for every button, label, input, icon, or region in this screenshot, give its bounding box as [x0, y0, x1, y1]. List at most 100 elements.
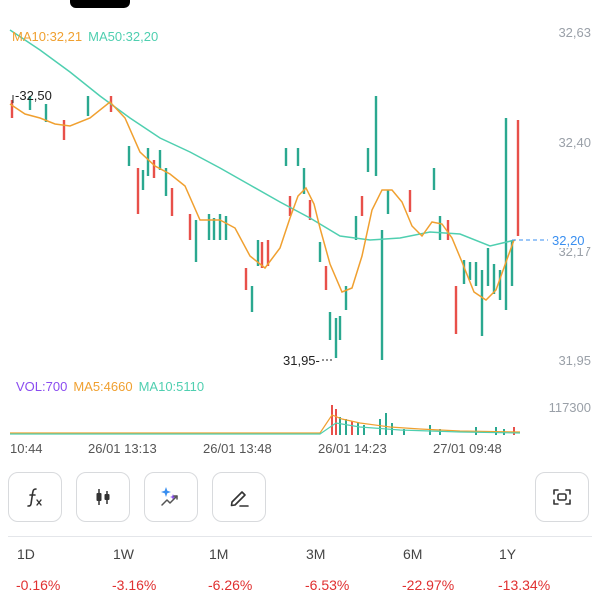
- candle: [408, 190, 412, 212]
- candle: [288, 196, 292, 216]
- time-axis-label: 26/01 13:48: [203, 441, 272, 456]
- volume-bar: [363, 425, 365, 435]
- volume-value: VOL:700: [16, 379, 68, 394]
- fullscreen-button[interactable]: [535, 472, 589, 522]
- candle: [480, 270, 484, 336]
- time-axis-label: 26/01 13:13: [88, 441, 157, 456]
- candle: [284, 148, 288, 166]
- period-change: -3.16%: [112, 577, 157, 593]
- candle: [141, 170, 145, 190]
- candle: [10, 100, 14, 118]
- chart-type-button[interactable]: [76, 472, 130, 522]
- price-chart[interactable]: [0, 0, 600, 380]
- period-change: -6.26%: [208, 577, 253, 593]
- candles-layer: [10, 96, 520, 360]
- volume-bar: [385, 413, 387, 435]
- candle: [438, 216, 442, 240]
- candle: [510, 240, 514, 286]
- candle: [170, 188, 174, 216]
- candle: [338, 316, 342, 340]
- draw-pen-icon: [230, 491, 249, 507]
- candle: [432, 168, 436, 190]
- candle: [86, 96, 90, 116]
- volume-bar: [331, 405, 333, 435]
- candle: [462, 260, 466, 284]
- volume-bar: [339, 417, 341, 435]
- time-axis-label: 10:44: [10, 441, 43, 456]
- low-marker: 31,95-: [283, 353, 320, 368]
- high-marker: -32,50: [15, 88, 52, 103]
- volume-chart[interactable]: [0, 395, 600, 439]
- period-change: -22.97%: [402, 577, 455, 593]
- volume-axis-max: 117300: [548, 400, 591, 415]
- candle: [308, 200, 312, 220]
- function-icon: [27, 488, 42, 507]
- candle: [498, 270, 502, 300]
- high-marker-value: 32,50: [19, 88, 52, 103]
- candle: [366, 148, 370, 172]
- candle: [146, 148, 150, 176]
- volume-bar: [357, 423, 359, 435]
- volume-bar: [351, 421, 353, 435]
- candle: [194, 220, 198, 262]
- current-price-label: 32,20: [550, 233, 587, 248]
- candle: [344, 286, 348, 310]
- candle: [386, 190, 390, 214]
- candle: [44, 104, 48, 122]
- volume-ma10-line: [10, 422, 521, 435]
- period-change: -6.53%: [305, 577, 350, 593]
- volume-bar: [335, 409, 337, 435]
- volume-bar: [345, 419, 347, 435]
- ai-analysis-button[interactable]: [144, 472, 198, 522]
- candle: [164, 168, 168, 196]
- ma10-line: [9, 100, 515, 301]
- period-label: 1Y: [499, 546, 517, 562]
- candle: [328, 312, 332, 340]
- volume-ma5-line: [10, 414, 521, 434]
- status-notch: [70, 0, 130, 8]
- candle: [244, 268, 248, 290]
- candle: [454, 286, 458, 334]
- candle: [374, 96, 378, 176]
- ma10-value: MA10:32,21: [12, 29, 83, 44]
- candle: [318, 242, 322, 262]
- ma-legend: MA10:32,21 MA50:32,20: [12, 29, 158, 44]
- candle: [218, 214, 222, 240]
- volume-bar: [379, 419, 381, 435]
- candle: [468, 262, 472, 280]
- volume-legend: VOL:700 MA5:4660 MA10:5110: [16, 379, 204, 394]
- candle: [324, 266, 328, 290]
- volume-bar: [439, 429, 441, 435]
- magic-sparkle-icon: [161, 487, 178, 506]
- candle: [188, 214, 192, 240]
- price-axis-label: 32,40: [558, 135, 591, 150]
- volume-ma10: MA10:5110: [138, 379, 205, 394]
- candle: [62, 120, 66, 140]
- candle: [152, 160, 156, 178]
- candle: [224, 216, 228, 240]
- volume-ma5: MA5:4660: [73, 379, 133, 394]
- period-label: 1W: [113, 546, 134, 562]
- volume-bar: [403, 429, 405, 435]
- candle: [486, 248, 490, 286]
- time-axis-label: 27/01 09:48: [433, 441, 502, 456]
- candle: [260, 242, 264, 268]
- volume-bar: [513, 427, 515, 435]
- candle: [207, 214, 211, 240]
- candle: [158, 150, 162, 170]
- candle: [296, 148, 300, 166]
- period-change: -0.16%: [16, 577, 61, 593]
- candle: [492, 264, 496, 294]
- low-marker-value: 31,95: [283, 353, 316, 368]
- drawing-tool-button[interactable]: [212, 472, 266, 522]
- candle: [474, 262, 478, 286]
- candle: [360, 196, 364, 216]
- period-label: 1M: [209, 546, 229, 562]
- divider: [8, 536, 592, 537]
- indicator-function-button[interactable]: [8, 472, 62, 522]
- candle: [334, 318, 338, 358]
- candle: [266, 240, 270, 266]
- candle: [446, 220, 450, 240]
- candle: [28, 96, 32, 110]
- price-axis-label: 32,63: [558, 25, 591, 40]
